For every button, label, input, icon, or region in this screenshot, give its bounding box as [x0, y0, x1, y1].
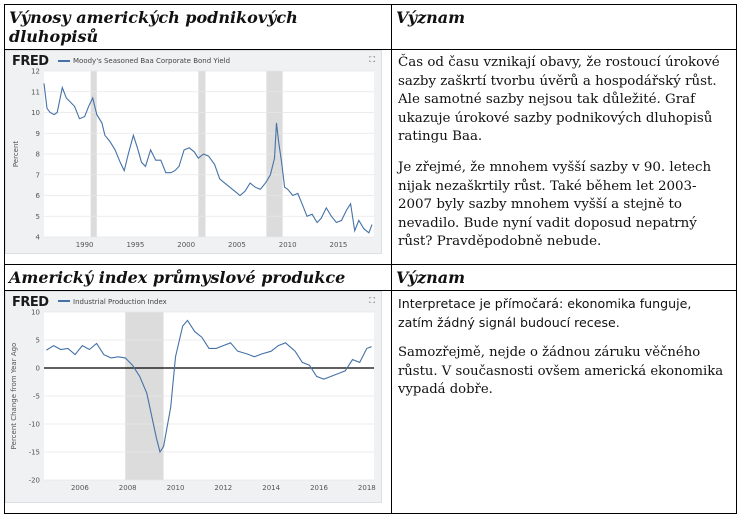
section2-content-row: -20 -15 -10 -5 0 5 10 2006 2008 2010 2012 2014 2016 2… — [4, 289, 737, 514]
x-tick-label: 2000 — [177, 241, 195, 249]
legend-label: Moody's Seasoned Baa Corporate Bond Yiel… — [73, 57, 231, 65]
y-tick-label: -10 — [29, 420, 40, 428]
y-tick-label: 6 — [36, 192, 41, 200]
y-tick-label: 11 — [31, 88, 40, 96]
section1-paragraph-2: Je zřejmé, že mnohem vyšší sazby v 90. l… — [398, 159, 712, 250]
x-tick-label: 1990 — [76, 241, 94, 249]
y-tick-label: -20 — [29, 476, 40, 484]
y-axis-label: Percent — [12, 141, 20, 168]
chart-legend: Industrial Production Index — [58, 298, 167, 306]
section2-paragraph-2: Samozřejmě, nejde o žádnou záruku věčnéh… — [398, 345, 724, 398]
x-tick-label: 2005 — [228, 241, 246, 249]
document-table: Výnosy amerických podnikových dluhopisů … — [4, 4, 737, 514]
section1-content-row: 4 5 6 7 8 9 10 11 12 1990 1995 2000 2005 2010 2015 Perc… — [4, 49, 737, 265]
section1-paragraph-1: Čas od času vznikají obavy, že rostoucí … — [398, 55, 720, 145]
expand-icon[interactable]: ⛶ — [369, 55, 375, 64]
x-tick-label: 2010 — [279, 241, 297, 249]
section2-header-left-cell: Americký index průmyslové produkce — [4, 263, 392, 291]
section2-header-row: Americký index průmyslové produkce Význa… — [4, 263, 737, 291]
x-tick-label: 2012 — [214, 484, 232, 492]
section2-text: Interpretace je přímočará: ekonomika fun… — [392, 291, 736, 400]
industrial-production-chart: -20 -15 -10 -5 0 5 10 2006 2008 2010 2012 2014 2016 2… — [5, 290, 382, 503]
legend-swatch — [58, 59, 70, 62]
y-tick-label: 9 — [36, 130, 40, 138]
y-tick-label: 7 — [36, 171, 40, 179]
fred-logo: FRED — [12, 294, 49, 310]
y-tick-label: 5 — [36, 213, 40, 221]
section1-header-row: Výnosy amerických podnikových dluhopisů … — [4, 4, 737, 50]
y-tick-label: -5 — [33, 392, 40, 400]
fred-logo: FRED — [12, 54, 49, 69]
y-tick-label: 4 — [36, 234, 41, 242]
series-line — [46, 319, 372, 454]
x-tick-label: 2016 — [310, 484, 328, 492]
y-tick-label: 10 — [31, 109, 40, 117]
legend-swatch — [58, 300, 70, 303]
section1-text-cell: Čas od času vznikají obavy, že rostoucí … — [391, 49, 737, 265]
section1-text: Čas od času vznikají obavy, že rostoucí … — [392, 50, 736, 252]
section2-title: Americký index průmyslové produkce — [9, 267, 346, 287]
y-tick-label: 5 — [36, 336, 40, 344]
bond-yield-chart-svg: 4 5 6 7 8 9 10 11 12 1990 1995 2000 2005 2010 2015 Perc… — [12, 68, 374, 249]
section1-title: Výnosy amerických podnikových dluhopisů — [9, 8, 298, 46]
x-tick-label: 2018 — [358, 484, 376, 492]
legend-label: Industrial Production Index — [73, 297, 167, 306]
industrial-production-chart-svg: -20 -15 -10 -5 0 5 10 2006 2008 2010 2012 2014 2016 2… — [10, 308, 376, 492]
x-tick-label: 2015 — [330, 241, 348, 249]
y-tick-label: -15 — [29, 448, 40, 456]
x-tick-label: 2010 — [167, 484, 185, 492]
y-axis-label: Percent Change from Year Ago — [10, 343, 18, 450]
section2-text-cell: Interpretace je přímočará: ekonomika fun… — [391, 289, 737, 514]
y-tick-label: 8 — [36, 151, 40, 159]
y-tick-label: 0 — [36, 364, 40, 372]
section2-meaning-title: Význam — [396, 267, 466, 287]
section1-meaning-title: Význam — [396, 8, 466, 27]
chart-legend: Moody's Seasoned Baa Corporate Bond Yiel… — [58, 57, 230, 65]
x-tick-label: 2006 — [71, 484, 89, 492]
section2-header-right-cell: Význam — [391, 263, 737, 291]
section2-paragraph-1: Interpretace je přímočará: ekonomika fun… — [398, 295, 692, 330]
y-tick-label: 10 — [31, 308, 40, 316]
expand-icon[interactable]: ⛶ — [369, 295, 375, 305]
section1-chart-cell: 4 5 6 7 8 9 10 11 12 1990 1995 2000 2005 2010 2015 Perc… — [4, 49, 392, 265]
x-tick-label: 1995 — [126, 241, 144, 249]
section1-header-right-cell: Význam — [391, 4, 737, 50]
series-line — [43, 83, 373, 234]
y-tick-label: 12 — [31, 68, 40, 76]
x-tick-label: 2008 — [119, 484, 137, 492]
bond-yield-chart: 4 5 6 7 8 9 10 11 12 1990 1995 2000 2005 2010 2015 Perc… — [5, 50, 382, 254]
section1-header-left-cell: Výnosy amerických podnikových dluhopisů — [4, 4, 392, 50]
x-tick-label: 2014 — [262, 484, 280, 492]
section2-chart-cell: -20 -15 -10 -5 0 5 10 2006 2008 2010 2012 2014 2016 2… — [4, 289, 392, 514]
